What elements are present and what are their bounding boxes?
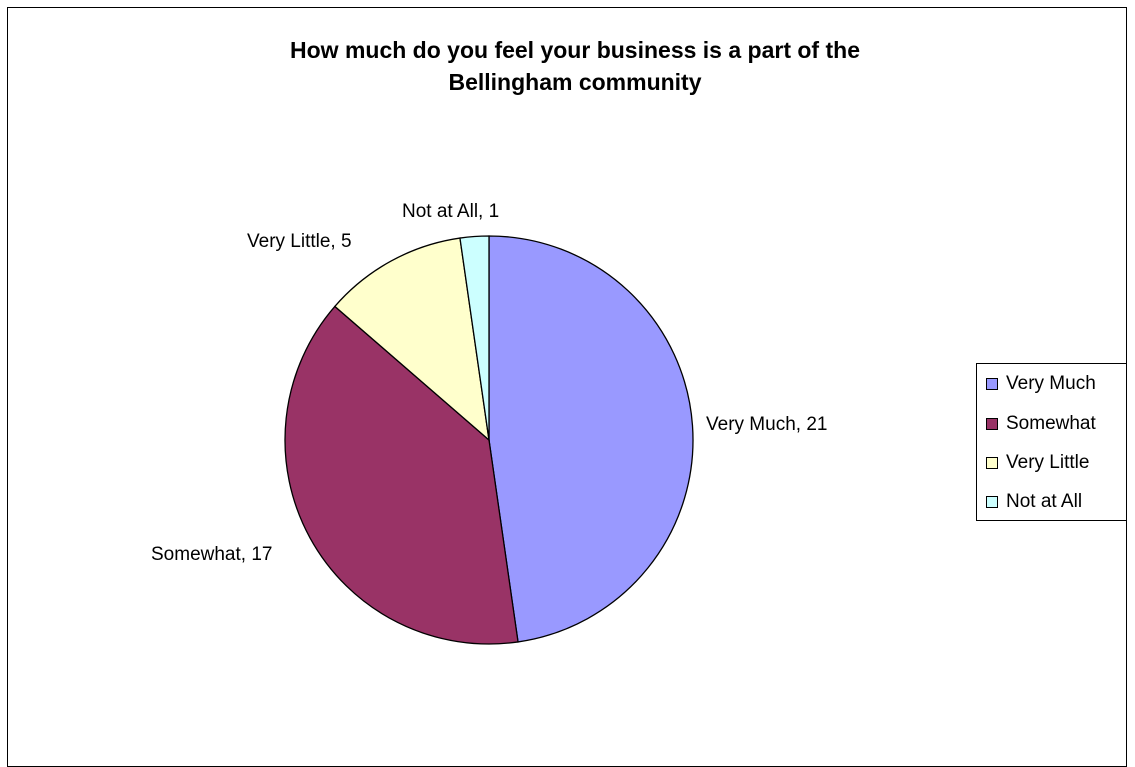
- legend-swatch-very-much: [986, 378, 998, 390]
- legend-label-not-at-all: Not at All: [1006, 491, 1083, 512]
- chart-title: How much do you feel your business is a …: [0, 34, 1135, 98]
- legend-swatch-somewhat: [986, 418, 998, 430]
- legend-label-somewhat: Somewhat: [1006, 413, 1096, 434]
- pie-slice-not-at-all: [459, 235, 490, 441]
- pie-slice-somewhat: [284, 305, 519, 645]
- pie-slice-very-much: [488, 235, 694, 643]
- pie-chart: [284, 235, 694, 645]
- chart-title-line-1: How much do you feel your business is a …: [290, 37, 860, 63]
- data-label-not-at-all: Not at All, 1: [402, 201, 500, 222]
- data-label-very-little: Very Little, 5: [247, 231, 352, 252]
- legend-label-very-little: Very Little: [1006, 452, 1090, 473]
- data-label-somewhat: Somewhat, 17: [151, 544, 273, 565]
- legend-item-somewhat: Somewhat: [986, 409, 1096, 439]
- legend-swatch-very-little: [986, 457, 998, 469]
- legend-swatch-not-at-all: [986, 496, 998, 508]
- legend: Very Much Somewhat Very Little Not at Al…: [976, 363, 1127, 521]
- pie-slice-very-little: [333, 237, 490, 442]
- legend-item-not-at-all: Not at All: [986, 487, 1082, 517]
- data-label-very-much: Very Much, 21: [706, 414, 828, 435]
- legend-item-very-much: Very Much: [986, 369, 1096, 399]
- legend-label-very-much: Very Much: [1006, 373, 1096, 394]
- legend-item-very-little: Very Little: [986, 448, 1089, 478]
- chart-title-line-2: Bellingham community: [448, 69, 702, 95]
